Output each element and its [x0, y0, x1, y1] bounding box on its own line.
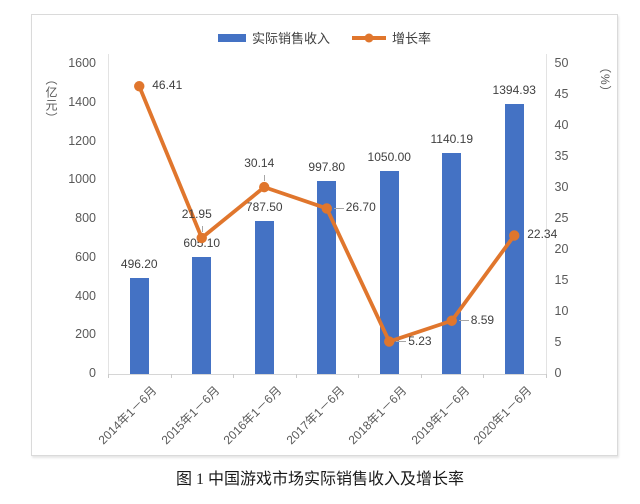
y-tick-label-right: 0: [554, 366, 562, 380]
legend-label-growth: 增长率: [392, 31, 432, 46]
line-point-label: 22.34: [527, 227, 558, 242]
label-leader-line: [264, 175, 266, 182]
y-tick-label-right: 30: [554, 180, 569, 194]
x-axis-tick: [483, 374, 484, 378]
left-axis-title: （亿元）: [44, 73, 58, 125]
right-axis-line: [545, 54, 547, 374]
x-axis-tick: [108, 374, 109, 378]
line-point-label: 46.41: [152, 78, 183, 93]
y-tick-label-right: 10: [554, 304, 569, 318]
y-tick-label-left: 1600: [68, 56, 96, 70]
x-axis-tick: [545, 374, 547, 378]
y-tick-label-right: 25: [554, 211, 569, 225]
x-axis-tick: [295, 374, 297, 378]
line-point-label: 8.59: [470, 312, 495, 327]
bar: [442, 153, 462, 374]
x-tick-label: 2014年1－6月: [95, 383, 160, 448]
legend-item-growth: 增长率: [352, 28, 431, 47]
y-tick-label-right: 5: [554, 335, 562, 349]
bar-label: 496.20: [120, 256, 158, 271]
bar: [504, 103, 524, 374]
left-axis-line: [108, 54, 109, 374]
legend: 实际销售收入 增长率: [32, 28, 617, 47]
line-point-label: 21.95: [181, 206, 212, 221]
y-tick-label-left: 0: [89, 366, 96, 380]
y-tick-label-left: 800: [75, 211, 96, 225]
line-point-label: 5.23: [408, 333, 432, 348]
x-tick-label: 2016年1－6月: [220, 383, 285, 448]
y-tick-label-left: 200: [75, 327, 96, 342]
x-axis-tick: [170, 374, 172, 378]
line-point-label: 26.70: [345, 200, 376, 215]
bar-label: 1394.93: [492, 82, 536, 97]
line-marker: [134, 81, 145, 92]
bar: [379, 170, 399, 374]
x-tick-label: 2015年1－6月: [158, 383, 223, 448]
label-leader-line: [333, 207, 344, 209]
line-marker-icon: [364, 33, 374, 42]
line-swatch-icon: [352, 33, 386, 42]
x-tick-label: 2019年1－6月: [408, 383, 473, 448]
x-tick-label: 2020年1－6月: [470, 383, 535, 448]
y-tick-label-left: 600: [75, 249, 96, 264]
x-axis-tick: [358, 374, 359, 378]
y-tick-label-left: 1400: [68, 94, 96, 109]
y-tick-label-right: 15: [554, 273, 569, 287]
y-tick-label-right: 20: [554, 242, 569, 256]
legend-label-revenue: 实际销售收入: [251, 31, 330, 46]
bar: [254, 221, 274, 374]
line-point-label: 30.14: [244, 156, 275, 171]
x-axis-line: [108, 374, 546, 375]
bar-swatch-icon: [217, 33, 246, 42]
bar: [129, 277, 149, 374]
legend-item-revenue: 实际销售收入: [217, 28, 330, 47]
y-tick-label-left: 1200: [68, 133, 96, 148]
y-tick-label-left: 400: [75, 288, 96, 303]
bar: [317, 180, 337, 374]
label-leader-line: [201, 225, 203, 232]
line-marker: [259, 181, 270, 193]
right-axis-title: （%）: [598, 61, 612, 99]
x-axis-tick: [233, 374, 234, 378]
x-tick-label: 2017年1－6月: [283, 383, 348, 448]
y-tick-label-right: 35: [554, 149, 569, 163]
y-tick-label-right: 45: [554, 87, 569, 101]
x-axis-tick: [420, 374, 422, 378]
y-tick-label-right: 40: [554, 118, 569, 132]
figure-caption: 图 1 中国游戏市场实际销售收入及增长率: [175, 471, 464, 488]
x-tick-label: 2018年1－6月: [345, 383, 410, 448]
label-leader-line: [396, 341, 407, 343]
bar-label: 1140.19: [430, 132, 474, 147]
bar: [192, 256, 212, 374]
bar-label: 1050.00: [367, 149, 411, 164]
y-tick-label-left: 1000: [68, 172, 96, 187]
label-leader-line: [458, 320, 469, 322]
y-tick-label-right: 50: [554, 56, 569, 70]
chart-panel: 实际销售收入 增长率 （亿元） （%） 0 200 400 600 800 1000 120…: [31, 14, 618, 456]
bar-label: 605.10: [183, 235, 221, 250]
